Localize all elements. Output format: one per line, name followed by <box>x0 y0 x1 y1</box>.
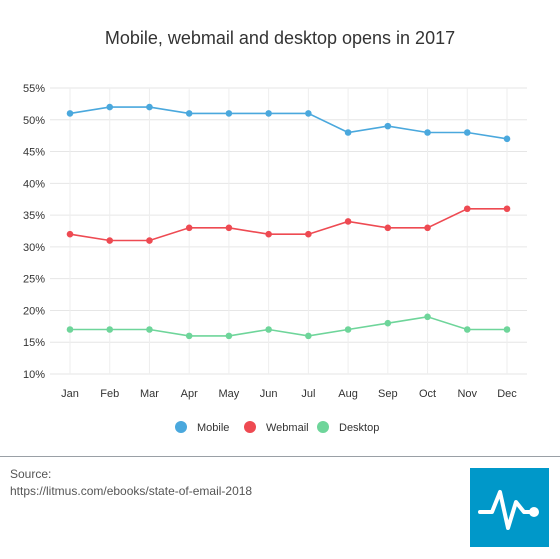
data-point-desktop[interactable] <box>146 326 153 333</box>
x-tick-label: Jan <box>61 388 79 400</box>
data-point-desktop[interactable] <box>225 332 233 340</box>
data-point-desktop[interactable] <box>265 326 272 333</box>
x-tick-label: Mar <box>140 388 159 400</box>
source-note: Source: https://litmus.com/ebooks/state-… <box>10 466 252 500</box>
data-point-mobile[interactable] <box>503 135 511 143</box>
data-point-mobile[interactable] <box>265 110 272 117</box>
data-point-webmail[interactable] <box>305 230 312 238</box>
data-point-webmail[interactable] <box>503 205 511 213</box>
x-tick-label: May <box>219 388 240 400</box>
legend-label-webmail[interactable]: Webmail <box>266 422 309 434</box>
legend-marker-webmail[interactable] <box>244 421 256 433</box>
data-point-desktop[interactable] <box>305 332 312 340</box>
data-point-mobile[interactable] <box>305 110 312 117</box>
data-point-mobile[interactable] <box>463 129 471 136</box>
y-tick-label: 10% <box>23 369 45 381</box>
data-point-desktop[interactable] <box>66 326 74 333</box>
x-axis-ticks: Jan Feb Mar Apr May Jun Jul Aug Sep Oct Nov Dec <box>61 388 517 400</box>
data-point-webmail[interactable] <box>185 224 193 232</box>
data-point-webmail[interactable] <box>225 224 233 232</box>
source-url[interactable]: https://litmus.com/ebooks/state-of-email… <box>10 484 253 498</box>
data-point-desktop[interactable] <box>185 332 193 340</box>
series-lines <box>69 106 508 337</box>
data-point-mobile[interactable] <box>146 103 153 111</box>
data-point-webmail[interactable] <box>66 230 74 238</box>
data-point-desktop[interactable] <box>503 326 511 333</box>
x-tick-label: Apr <box>181 388 198 400</box>
pulse-line-icon <box>478 490 539 530</box>
series-line-webmail <box>69 208 507 242</box>
chart-title: Mobile, webmail and desktop opens in 201… <box>104 28 456 48</box>
data-point-webmail[interactable] <box>344 218 352 225</box>
x-tick-label: Aug <box>338 388 358 400</box>
data-point-mobile[interactable] <box>66 110 74 117</box>
x-tick-label: Feb <box>100 388 119 400</box>
data-point-desktop[interactable] <box>344 326 352 333</box>
y-tick-label: 55% <box>23 83 45 95</box>
y-tick-label: 30% <box>23 242 45 254</box>
footer-divider <box>0 456 560 457</box>
source-label: Source: <box>10 467 52 481</box>
data-point-mobile[interactable] <box>225 110 233 117</box>
line-chart: 10% 15% 20% 25% 30% 35% 40% 45% 50% 55% Jan Feb Mar… <box>23 83 527 434</box>
legend-label-desktop[interactable]: Desktop <box>339 422 379 434</box>
legend-marker-mobile[interactable] <box>175 421 187 433</box>
series-points <box>66 103 511 340</box>
x-tick-label: Jun <box>260 388 278 400</box>
data-point-webmail[interactable] <box>265 230 272 238</box>
y-axis-ticks: 10% 15% 20% 25% 30% 35% 40% 45% 50% 55% <box>23 83 45 381</box>
data-point-mobile[interactable] <box>106 103 114 111</box>
legend-label-mobile[interactable]: Mobile <box>197 422 229 434</box>
data-point-mobile[interactable] <box>424 129 431 136</box>
series-line-mobile <box>69 106 508 140</box>
y-tick-label: 45% <box>23 147 45 159</box>
x-tick-label: Oct <box>419 388 436 400</box>
y-tick-label: 15% <box>23 337 45 349</box>
data-point-webmail[interactable] <box>384 224 392 232</box>
y-tick-label: 25% <box>23 274 45 286</box>
x-tick-label: Dec <box>497 388 517 400</box>
y-tick-label: 40% <box>23 178 45 190</box>
legend: Mobile Webmail Desktop <box>175 421 379 434</box>
x-tick-label: Jul <box>301 388 315 400</box>
data-point-desktop[interactable] <box>384 319 392 327</box>
data-point-webmail[interactable] <box>106 237 114 244</box>
data-point-webmail[interactable] <box>424 224 431 232</box>
x-tick-label: Nov <box>457 388 477 400</box>
series-line-desktop <box>70 315 507 337</box>
gridlines <box>50 87 527 375</box>
y-tick-label: 20% <box>23 305 45 317</box>
data-point-webmail[interactable] <box>463 205 471 213</box>
data-point-desktop[interactable] <box>424 313 431 321</box>
y-tick-label: 35% <box>23 210 45 222</box>
legend-marker-desktop[interactable] <box>317 421 329 433</box>
data-point-mobile[interactable] <box>344 129 352 136</box>
x-tick-label: Sep <box>378 388 398 400</box>
data-point-mobile[interactable] <box>185 110 193 117</box>
data-point-desktop[interactable] <box>463 326 471 333</box>
data-point-mobile[interactable] <box>384 122 392 130</box>
y-tick-label: 50% <box>23 115 45 127</box>
data-point-desktop[interactable] <box>106 326 114 333</box>
data-point-webmail[interactable] <box>146 237 153 244</box>
brand-logo <box>470 468 549 547</box>
